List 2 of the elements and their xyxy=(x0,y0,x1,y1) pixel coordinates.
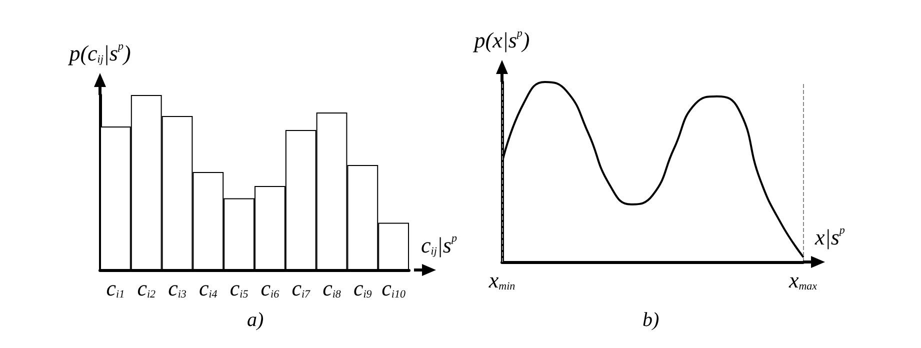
text: b) xyxy=(642,309,660,331)
text: a) xyxy=(247,309,264,331)
